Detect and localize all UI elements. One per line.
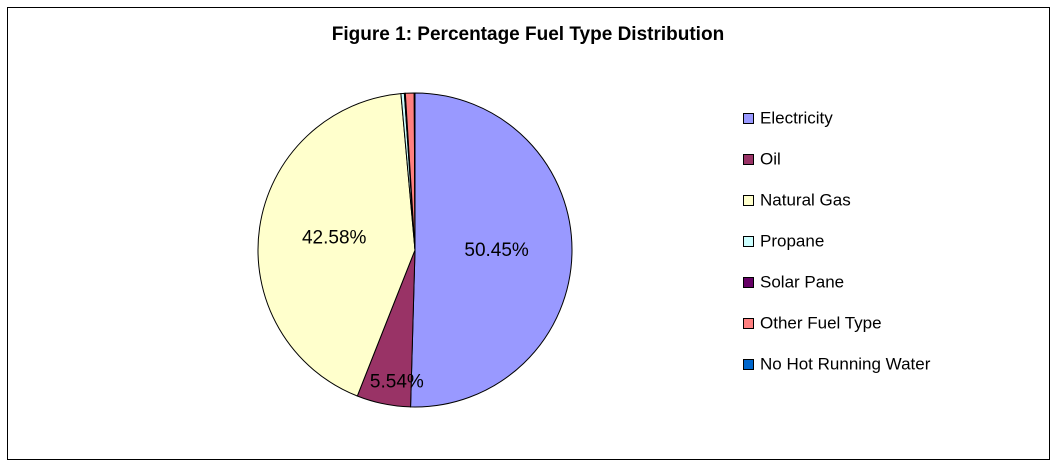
legend-label: Propane <box>760 231 824 250</box>
slice-label: 42.58% <box>302 227 367 248</box>
legend-swatch <box>743 318 754 329</box>
pie-slice <box>257 93 416 397</box>
legend-swatch <box>743 113 754 124</box>
slice-label: 50.45% <box>464 240 529 261</box>
slice-label: 5.54% <box>370 371 424 392</box>
legend-swatch <box>743 359 754 370</box>
legend-label: Other Fuel Type <box>760 313 882 332</box>
legend-label: No Hot Running Water <box>760 354 931 373</box>
legend-label: Electricity <box>760 108 833 127</box>
legend-swatch <box>743 154 754 165</box>
legend-swatch <box>743 236 754 247</box>
legend-label: Oil <box>760 149 781 168</box>
pie-slice <box>413 92 416 251</box>
pie-slice <box>410 92 573 408</box>
chart-title: Figure 1: Percentage Fuel Type Distribut… <box>332 24 724 45</box>
legend-swatch <box>743 195 754 206</box>
legend-swatch <box>743 277 754 288</box>
legend-label: Natural Gas <box>760 190 851 209</box>
legend-label: Solar Pane <box>760 272 844 291</box>
